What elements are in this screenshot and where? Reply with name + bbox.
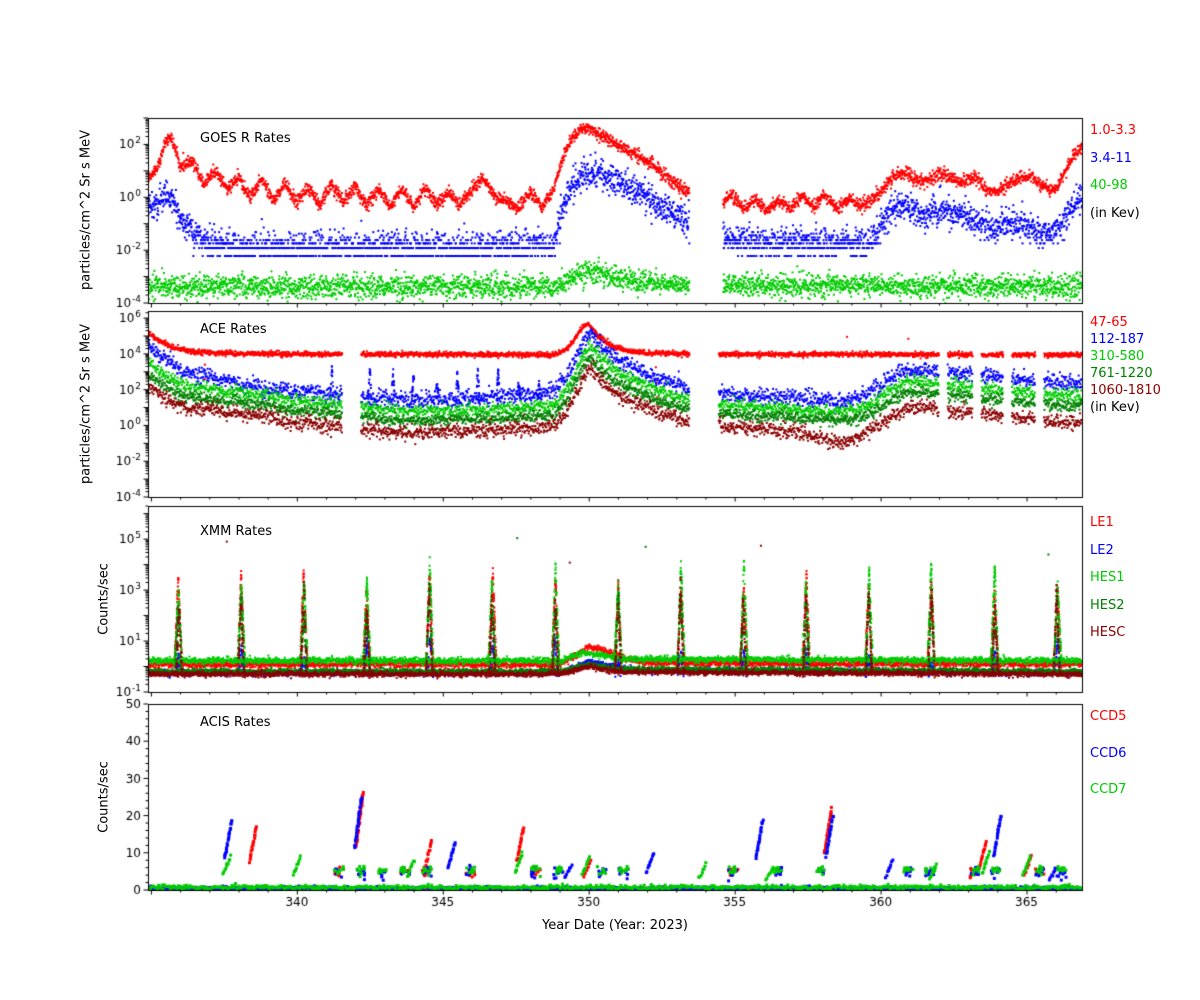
legend-ccd6: CCD6 — [1090, 745, 1127, 761]
legend-in-kev: (in Kev) — [1090, 205, 1140, 221]
legend-47-65: 47-65 — [1090, 315, 1128, 330]
panel-title-acis: ACIS Rates — [200, 715, 271, 730]
legend-hes2: HES2 — [1090, 597, 1125, 613]
legend-le2: LE2 — [1090, 542, 1114, 558]
legend-hes1: HES1 — [1090, 570, 1125, 585]
y-axis-label-acis: Counts/sec — [96, 761, 112, 833]
legend-1060-1810: 1060-1810 — [1090, 383, 1161, 398]
y-axis-label-ace: particles/cm^2 Sr s MeV — [78, 323, 94, 485]
panel-title-xmm: XMM Rates — [200, 524, 273, 539]
legend-ccd5: CCD5 — [1090, 709, 1127, 724]
legend-3-4-11: 3.4-11 — [1090, 150, 1132, 166]
legend-ccd7: CCD7 — [1090, 782, 1127, 797]
legend-in-kev: (in Kev) — [1090, 400, 1140, 415]
legend-le1: LE1 — [1090, 515, 1114, 530]
legend-112-187: 112-187 — [1090, 332, 1145, 347]
panel-title-goes: GOES R Rates — [200, 131, 291, 146]
legend-hesc: HESC — [1090, 625, 1126, 640]
legend-310-580: 310-580 — [1090, 349, 1145, 364]
x-axis-label: Year Date (Year: 2023) — [542, 918, 688, 933]
y-axis-label-xmm: Counts/sec — [96, 563, 112, 635]
legend-1-0-3-3: 1.0-3.3 — [1090, 123, 1137, 138]
legend-761-1220: 761-1220 — [1090, 366, 1153, 381]
legend-40-98: 40-98 — [1090, 178, 1128, 193]
panel-title-ace: ACE Rates — [200, 322, 267, 337]
y-axis-label-goes: particles/cm^2 Sr s MeV — [78, 129, 94, 291]
